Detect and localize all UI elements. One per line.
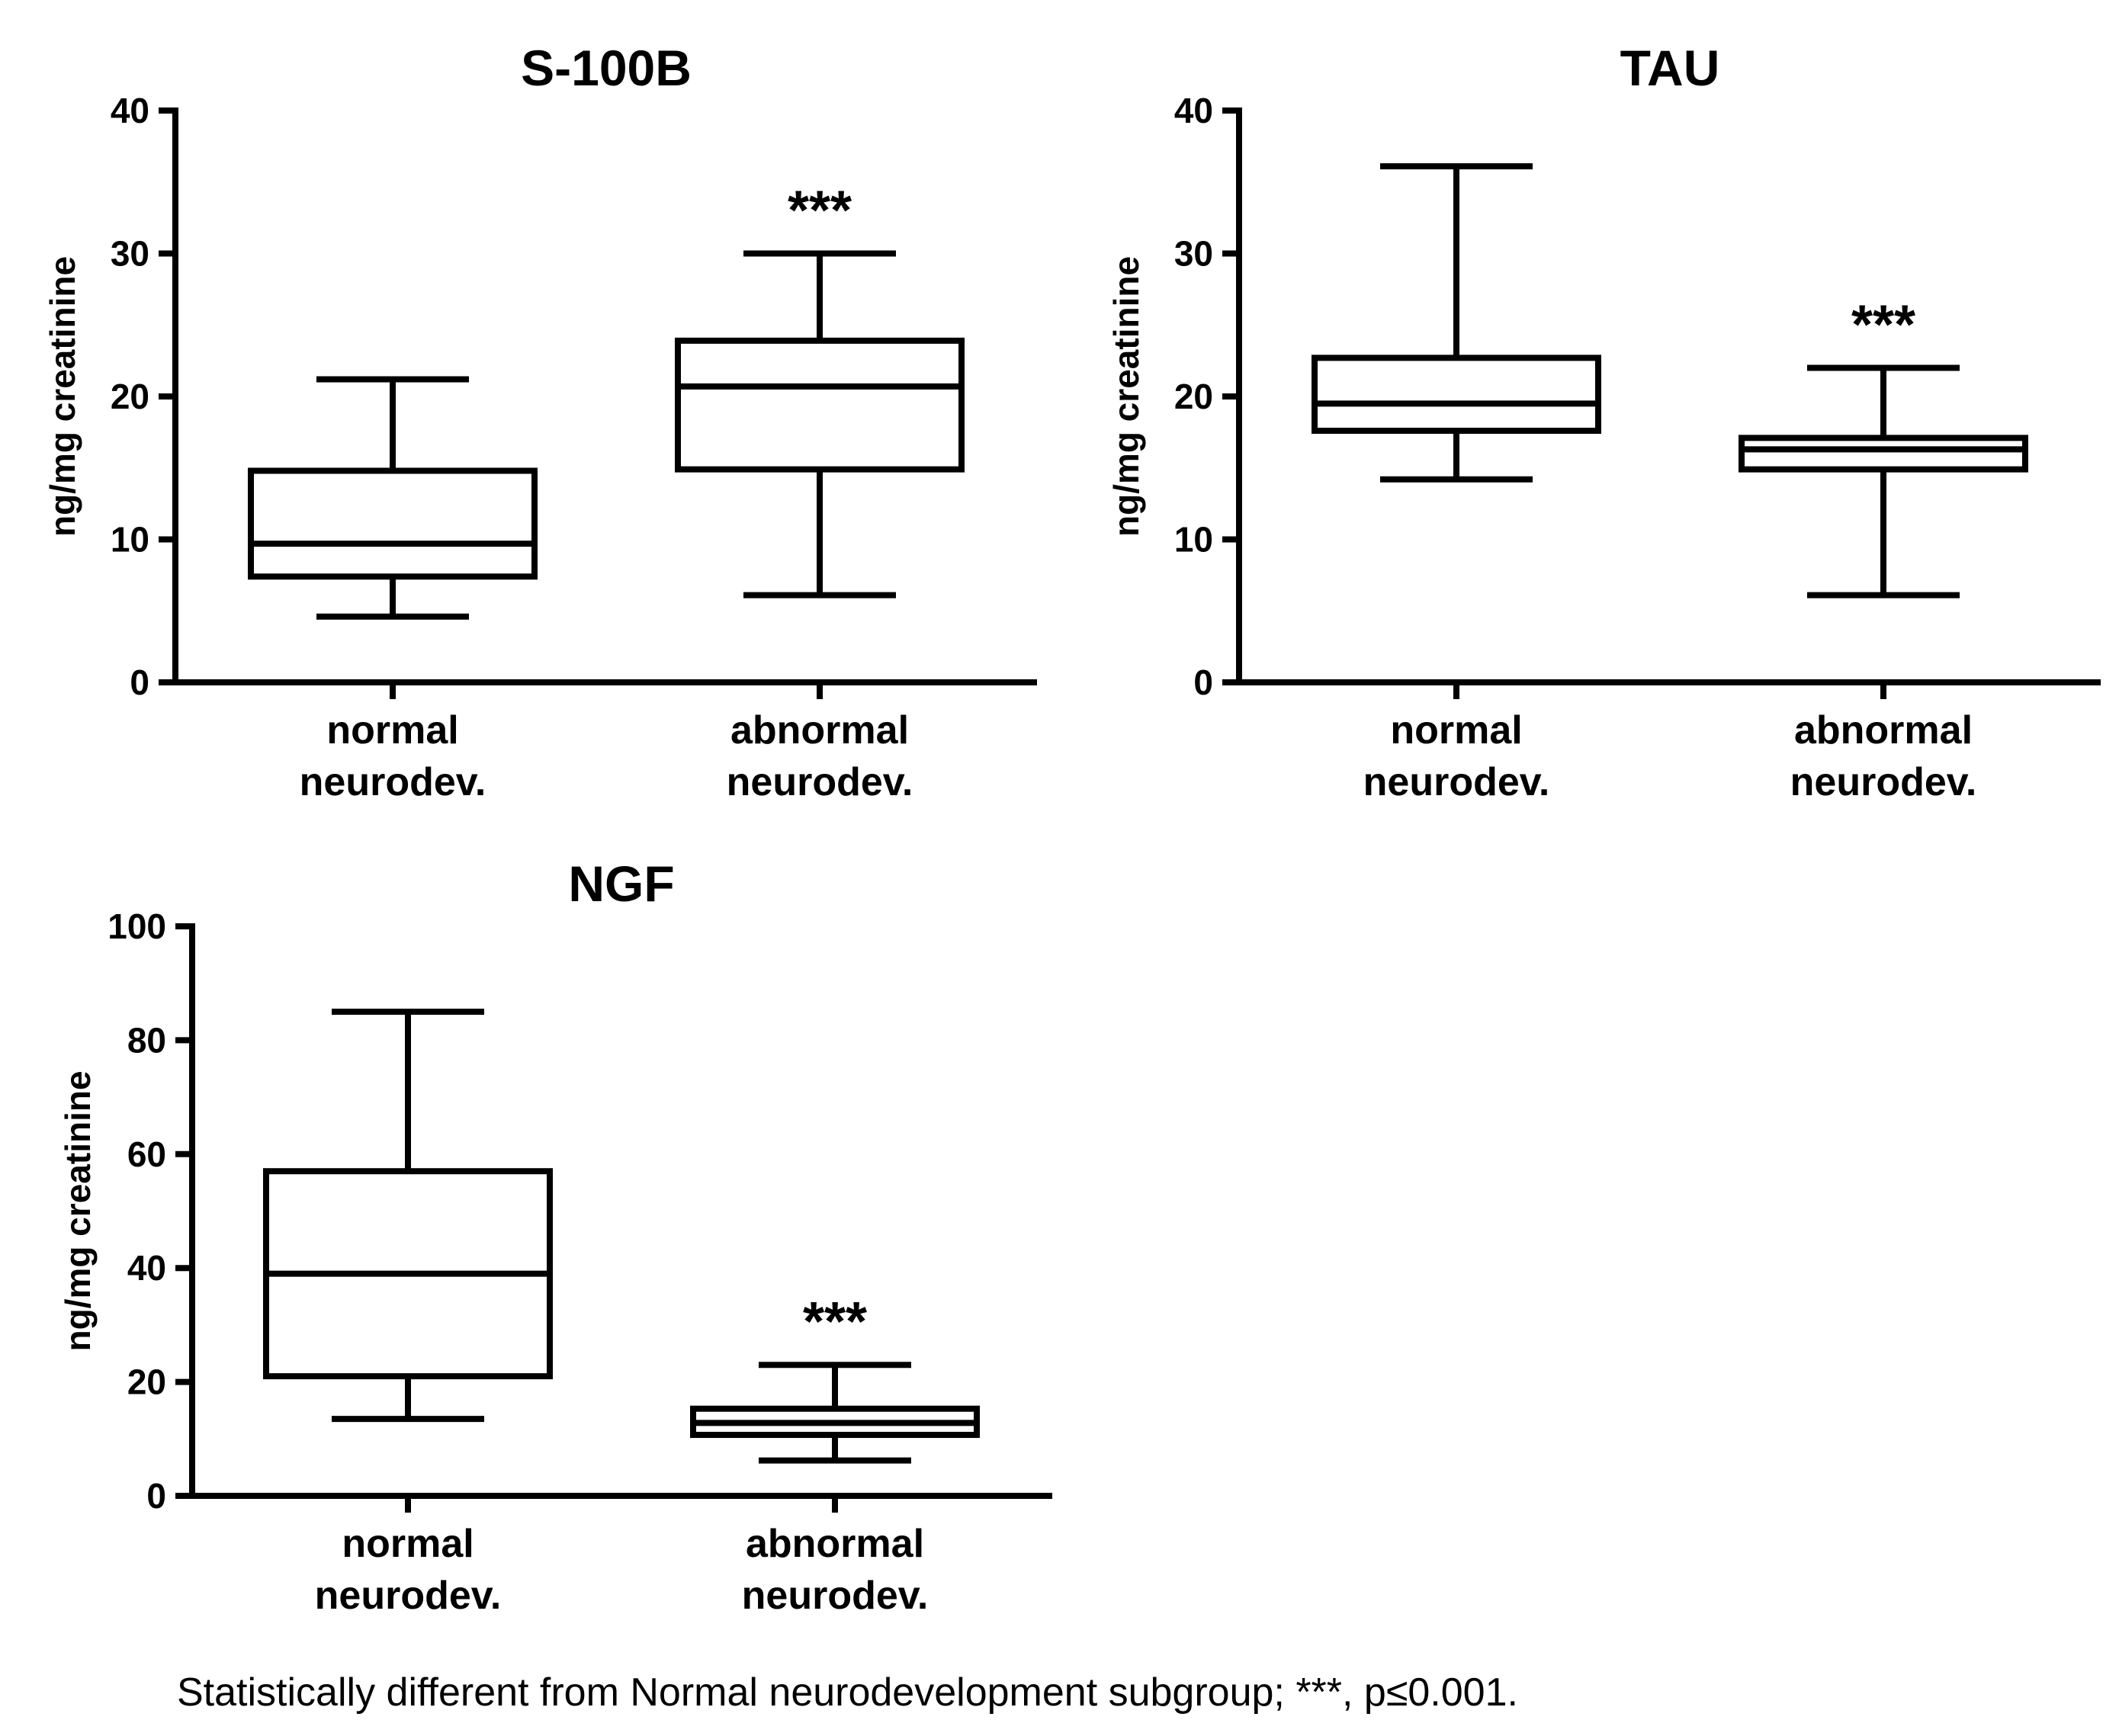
box-iqr <box>1739 435 2028 473</box>
y-tick-label: 40 <box>127 1248 166 1288</box>
y-tick-label: 60 <box>127 1134 166 1174</box>
y-tick-label: 20 <box>1174 377 1213 416</box>
x-category-label: neurodev. <box>1363 760 1550 804</box>
y-axis-label: ng/mg creatinine <box>1106 256 1146 537</box>
x-category-label: normal <box>342 1522 474 1566</box>
x-category-label: abnormal <box>1794 708 1973 752</box>
y-tick-label: 30 <box>1174 234 1213 274</box>
y-axis-label: ng/mg creatinine <box>43 256 82 537</box>
y-tick-label: 0 <box>130 663 149 702</box>
chart-0: S-100B ng/mg creatinine 0 10 20 30 40 normal neu… <box>43 40 1037 804</box>
significance-marker: *** <box>803 1292 867 1353</box>
significance-marker: *** <box>788 181 852 242</box>
x-category-label: neurodev. <box>300 760 486 804</box>
chart-title: NGF <box>568 855 674 912</box>
y-tick-label: 20 <box>127 1362 166 1402</box>
y-tick-label: 30 <box>111 234 149 274</box>
y-tick-label: 40 <box>111 91 149 130</box>
chart-1: TAU ng/mg creatinine 0 10 20 30 40 normal neurod… <box>1106 40 2101 804</box>
y-axis-label: ng/mg creatinine <box>58 1070 98 1351</box>
x-category-label: neurodev. <box>1790 760 1977 804</box>
y-tick-label: 10 <box>1174 520 1213 560</box>
x-category-label: normal <box>1390 708 1522 752</box>
y-tick-label: 10 <box>111 520 149 560</box>
chart-title: S-100B <box>521 40 692 96</box>
footnote: Statistically different from Normal neur… <box>177 1670 1518 1715</box>
y-tick-label: 0 <box>146 1476 166 1516</box>
y-tick-label: 0 <box>1193 663 1213 702</box>
y-tick-label: 100 <box>108 907 166 946</box>
x-category-label: abnormal <box>746 1522 924 1566</box>
y-tick-label: 20 <box>111 377 149 416</box>
y-tick-label: 80 <box>127 1020 166 1060</box>
y-tick-label: 40 <box>1174 91 1213 130</box>
box-iqr <box>675 337 965 473</box>
significance-marker: *** <box>1851 295 1915 356</box>
chart-2: NGF ng/mg creatinine 0 20 40 60 80 100 normal neu… <box>58 855 1052 1618</box>
x-category-label: neurodev. <box>315 1574 502 1618</box>
x-category-label: normal <box>326 708 458 752</box>
x-category-label: abnormal <box>730 708 909 752</box>
box-iqr <box>1312 355 1601 434</box>
box-iqr <box>248 467 538 580</box>
x-category-label: neurodev. <box>742 1574 929 1618</box>
x-category-label: neurodev. <box>727 760 913 804</box>
chart-title: TAU <box>1620 40 1720 96</box>
